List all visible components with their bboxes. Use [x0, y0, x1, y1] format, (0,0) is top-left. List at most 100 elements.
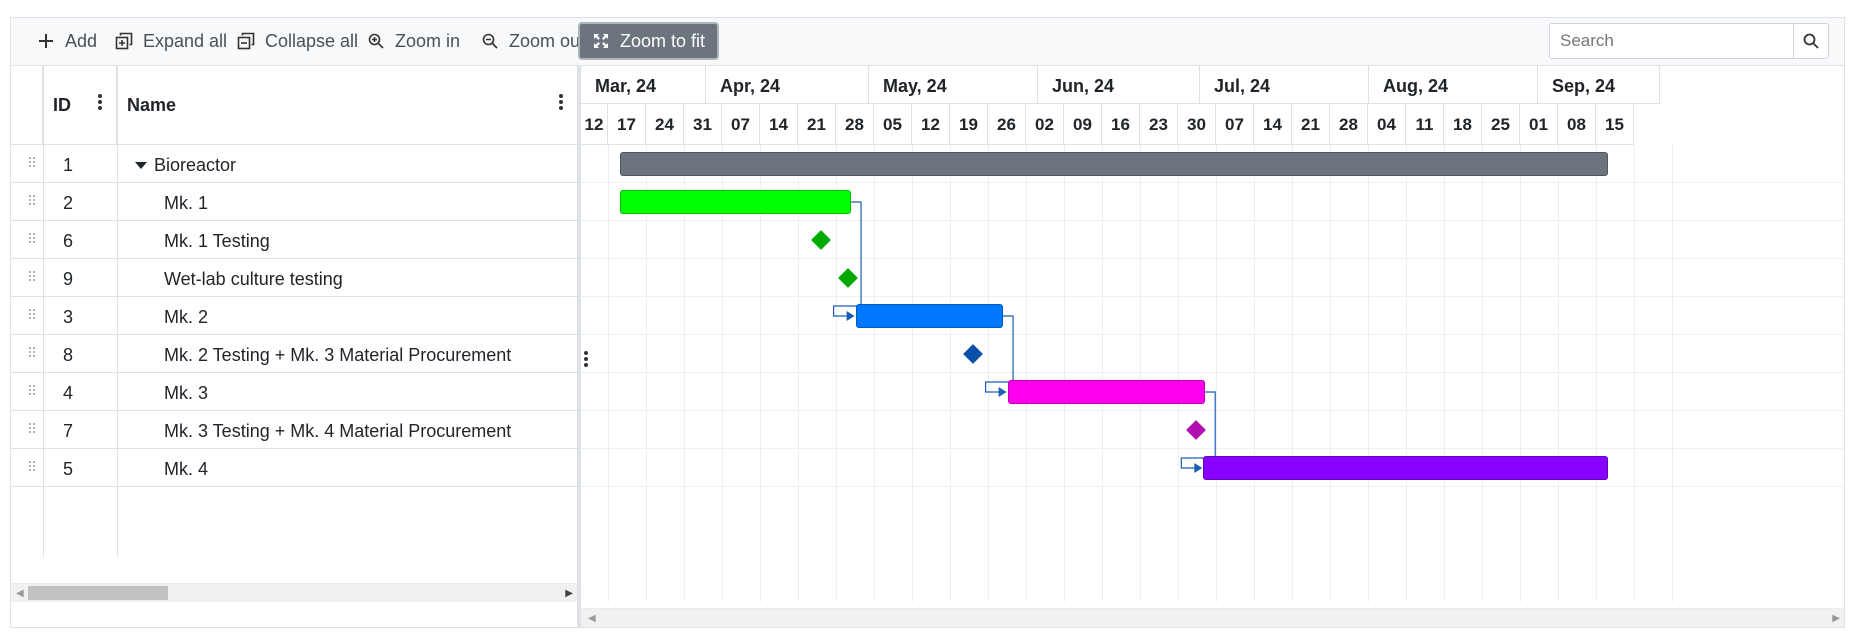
zoom-in-label: Zoom in [395, 30, 461, 51]
grid-line [1406, 145, 1407, 602]
table-row[interactable]: 7 Mk. 3 Testing + Mk. 4 Material Procurem… [11, 411, 577, 449]
grid-horizontal-scrollbar[interactable]: ◀ ▶ [11, 583, 577, 602]
zoom-to-fit-button[interactable]: Zoom to fit [578, 22, 720, 60]
zoom-out-label: Zoom out [509, 30, 586, 51]
scrollbar-thumb[interactable] [28, 586, 168, 600]
plus-icon [37, 32, 55, 50]
grid-line [874, 145, 875, 602]
cell-name: Mk. 3 [164, 383, 209, 403]
splitter[interactable] [577, 66, 581, 627]
table-row[interactable]: 8 Mk. 2 Testing + Mk. 3 Material Procurem… [11, 335, 577, 373]
week-header: 24 [646, 104, 684, 145]
caret-down-icon[interactable] [135, 162, 147, 169]
grid-line [581, 486, 1843, 487]
week-header: 14 [760, 104, 798, 145]
task-bar[interactable] [1007, 380, 1206, 404]
task-bar[interactable] [855, 304, 1004, 328]
cell-id: 3 [63, 307, 74, 327]
chart-horizontal-scrollbar[interactable]: ◀ ▶ [581, 608, 1844, 627]
table-row[interactable]: 9 Wet-lab culture testing [11, 259, 577, 297]
week-header: 04 [1368, 104, 1406, 145]
grid-line [1596, 145, 1597, 602]
week-header: 08 [1558, 104, 1596, 145]
cell-name: Mk. 2 Testing + Mk. 3 Material Procureme… [164, 345, 512, 365]
search-box [1549, 23, 1829, 59]
expand-all-icon [115, 32, 133, 50]
dependency-arrow-icon [998, 387, 1007, 397]
drag-handle-icon[interactable] [29, 195, 37, 209]
table-row[interactable]: 5 Mk. 4 [11, 449, 577, 487]
table-row[interactable]: 6 Mk. 1 Testing [11, 221, 577, 259]
table-row[interactable]: 3 Mk. 2 [11, 297, 577, 335]
grid-line [581, 410, 1843, 411]
week-header: 18 [1444, 104, 1482, 145]
search-input[interactable] [1550, 24, 1793, 58]
gantt-container: Add Expand all Collapse all Zoom in [10, 17, 1845, 628]
table-row[interactable]: 2 Mk. 1 [11, 183, 577, 221]
week-header: 07 [1216, 104, 1254, 145]
column-header-id[interactable]: ID [43, 66, 117, 144]
dependency-link [985, 315, 1014, 393]
grid-line [1558, 145, 1559, 602]
task-bar[interactable] [620, 190, 852, 214]
week-header: 28 [836, 104, 874, 145]
drag-handle-icon[interactable] [29, 309, 37, 323]
week-header: 14 [1254, 104, 1292, 145]
week-header: 26 [988, 104, 1026, 145]
zoom-out-button[interactable]: Zoom out [481, 22, 585, 60]
drag-handle-icon[interactable] [29, 233, 37, 247]
drag-handle-icon[interactable] [29, 347, 37, 361]
cell-name: Mk. 3 Testing + Mk. 4 Material Procureme… [164, 421, 512, 441]
drag-handle-icon[interactable] [29, 385, 37, 399]
scroll-right-icon[interactable]: ▶ [1832, 613, 1840, 624]
grid-line [950, 145, 951, 602]
column-menu-icon[interactable] [98, 94, 102, 112]
zoom-out-icon [481, 32, 499, 50]
drag-handle-icon[interactable] [29, 461, 37, 475]
grid-line [581, 448, 1843, 449]
scroll-left-icon[interactable]: ◀ [16, 588, 24, 599]
table-row[interactable]: 1 Bioreactor [11, 145, 577, 183]
splitter-handle-icon[interactable] [584, 351, 588, 369]
grid-line [988, 145, 989, 602]
task-grid: ID Name 1 Bioreactor 2 Mk. 1 6 Mk. 1 Testing 9… [11, 66, 577, 602]
expand-all-button[interactable]: Expand all [115, 22, 227, 60]
add-button[interactable]: Add [37, 22, 97, 60]
month-header: Sep, 24 [1538, 66, 1660, 104]
scroll-left-icon[interactable]: ◀ [588, 613, 596, 624]
zoom-to-fit-label: Zoom to fit [620, 30, 706, 51]
drag-column-header [11, 66, 43, 144]
task-bar[interactable] [620, 152, 1608, 176]
add-label: Add [65, 30, 98, 51]
dependency-link [833, 201, 862, 317]
drag-handle-icon[interactable] [29, 157, 37, 171]
zoom-in-button[interactable]: Zoom in [367, 22, 460, 60]
column-menu-icon[interactable] [559, 94, 563, 112]
grid-line [1178, 145, 1179, 602]
column-header-name[interactable]: Name [117, 66, 577, 144]
grid-line [581, 182, 1843, 183]
grid-line [1254, 145, 1255, 602]
scroll-right-icon[interactable]: ▶ [565, 588, 573, 599]
week-header: 21 [1292, 104, 1330, 145]
grid-line [646, 145, 647, 602]
drag-handle-icon[interactable] [29, 271, 37, 285]
week-header: 05 [874, 104, 912, 145]
week-header: 19 [950, 104, 988, 145]
grid-line [1330, 145, 1331, 602]
cell-id: 7 [63, 421, 74, 441]
drag-handle-icon[interactable] [29, 423, 37, 437]
cell-name: Bioreactor [154, 155, 237, 175]
grid-line [836, 145, 837, 602]
week-header: 07 [722, 104, 760, 145]
cell-id: 6 [63, 231, 74, 251]
table-row[interactable]: 4 Mk. 3 [11, 373, 577, 411]
task-bar[interactable] [1203, 456, 1608, 480]
collapse-all-label: Collapse all [265, 30, 359, 51]
grid-line [1292, 145, 1293, 602]
collapse-all-button[interactable]: Collapse all [237, 22, 358, 60]
search-button[interactable] [1793, 24, 1828, 58]
grid-line [581, 296, 1843, 297]
grid-line [581, 372, 1843, 373]
